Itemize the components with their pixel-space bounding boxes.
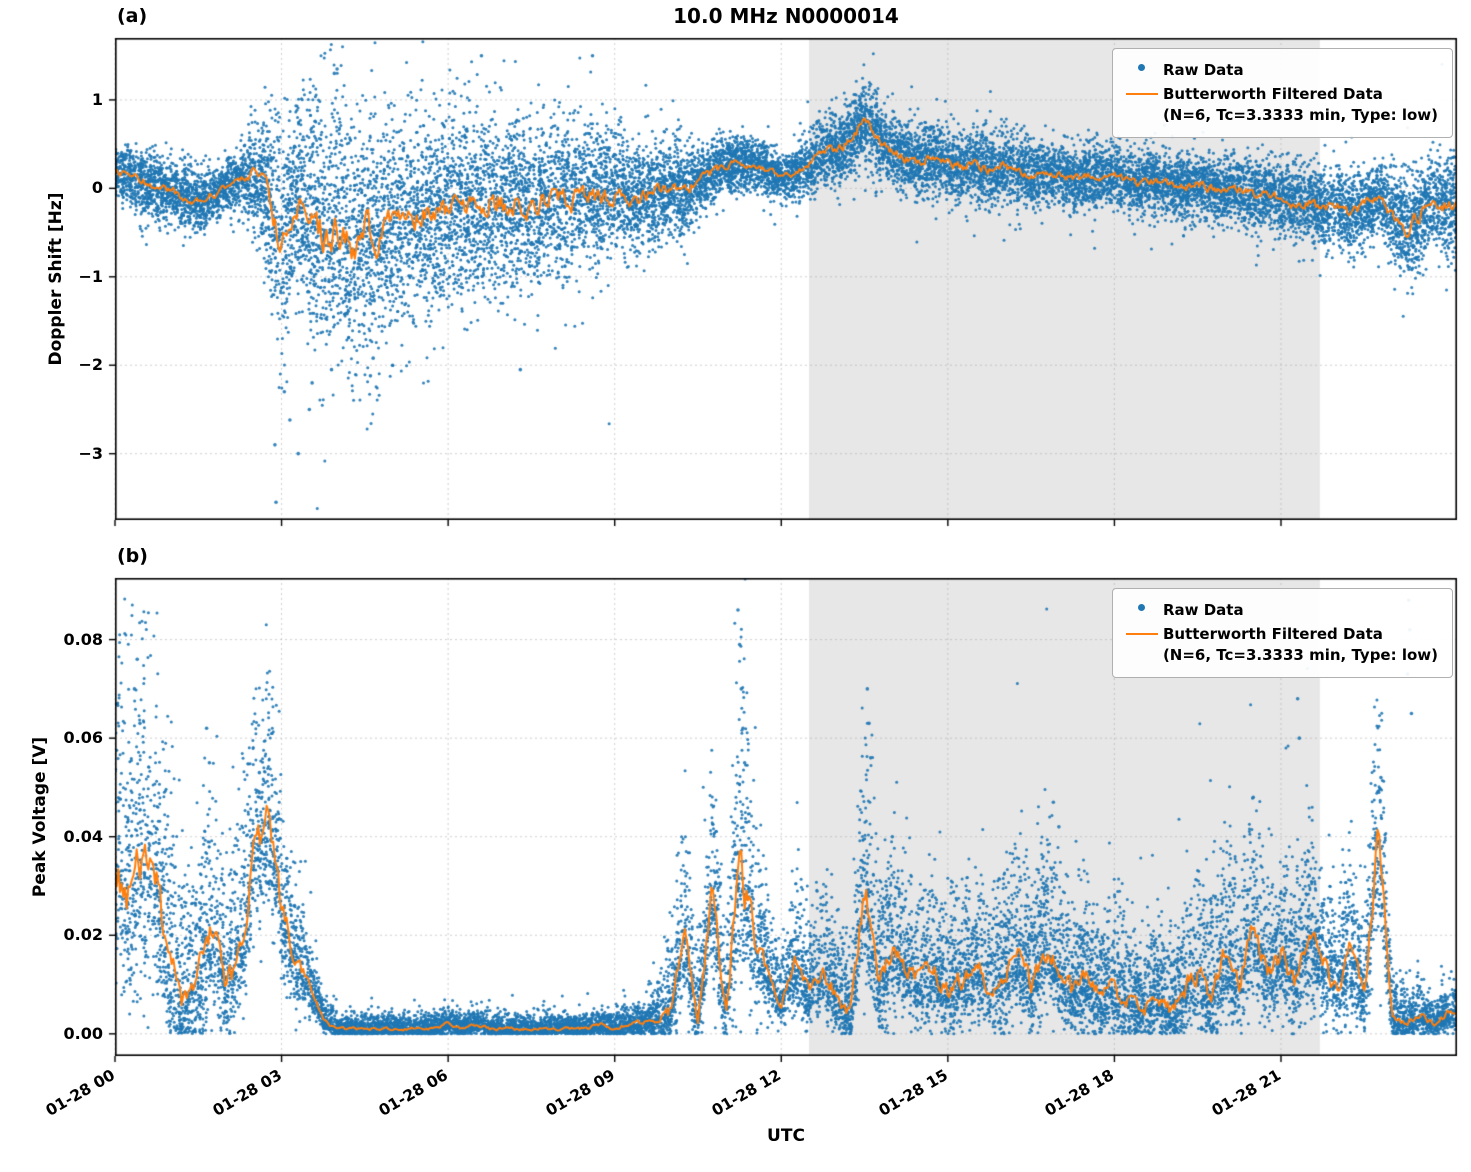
chart-title: 10.0 MHz N0000014 <box>673 4 899 28</box>
legend-raw-row: Raw Data <box>1121 60 1438 81</box>
legend-filtered-line1: Butterworth Filtered Data <box>1162 625 1383 643</box>
y-tick-label: −3 <box>78 443 103 463</box>
y-axis-label-b: Peak Voltage [V] <box>30 736 50 898</box>
panel-a-label: (a) <box>117 5 148 27</box>
y-tick-label: 0 <box>91 178 103 198</box>
y-tick-label: 0.08 <box>63 629 103 649</box>
y-tick-label: 0.04 <box>63 826 103 846</box>
x-axis-label: UTC <box>767 1126 805 1146</box>
filtered-line-marker-icon <box>1121 84 1163 95</box>
y-tick-label: −1 <box>78 266 103 286</box>
legend-raw-row: Raw Data <box>1121 600 1438 621</box>
legend-a: Raw Data Butterworth Filtered Data (N=6,… <box>1111 48 1453 138</box>
legend-filtered-line2: (N=6, Tc=3.3333 min, Type: low) <box>1162 646 1438 664</box>
legend-b: Raw Data Butterworth Filtered Data (N=6,… <box>1111 588 1453 678</box>
raw-data-marker-icon <box>1121 600 1163 611</box>
legend-filtered-label: Butterworth Filtered Data (N=6, Tc=3.333… <box>1163 84 1438 126</box>
y-tick-label: 0.02 <box>63 925 103 945</box>
legend-filtered-line2: (N=6, Tc=3.3333 min, Type: low) <box>1162 106 1438 124</box>
y-tick-label: 0.06 <box>63 728 103 748</box>
x-tick-label: 01-28 00 <box>42 1066 118 1120</box>
raw-data-marker-icon <box>1121 60 1163 71</box>
filtered-line-marker-icon <box>1121 624 1163 635</box>
legend-filtered-row: Butterworth Filtered Data (N=6, Tc=3.333… <box>1121 624 1438 666</box>
panel-b-label: (b) <box>117 545 148 567</box>
y-tick-label: −2 <box>78 355 103 375</box>
y-tick-label: 1 <box>91 89 103 109</box>
legend-filtered-line1: Butterworth Filtered Data <box>1162 85 1383 103</box>
legend-filtered-label: Butterworth Filtered Data (N=6, Tc=3.333… <box>1163 624 1438 666</box>
legend-raw-label: Raw Data <box>1162 61 1244 79</box>
legend-filtered-row: Butterworth Filtered Data (N=6, Tc=3.333… <box>1121 84 1438 126</box>
legend-raw-label: Raw Data <box>1162 601 1244 619</box>
y-tick-label: 0.00 <box>63 1023 103 1043</box>
